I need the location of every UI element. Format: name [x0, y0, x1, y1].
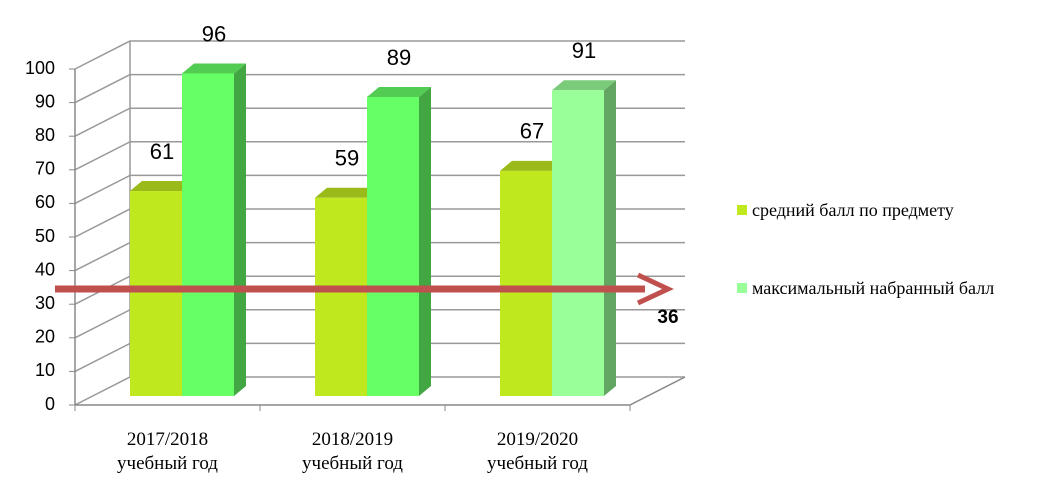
value-label: 96	[202, 21, 226, 46]
bar-top	[182, 63, 246, 74]
bar-top	[500, 160, 564, 171]
bar-top	[367, 86, 431, 97]
y-tick-label: 0	[45, 394, 55, 414]
legend-label: максимальный набранный балл	[752, 278, 995, 298]
value-label: 91	[572, 38, 596, 63]
bar	[367, 96, 419, 397]
y-tick-label: 20	[35, 327, 55, 347]
y-tick-label: 80	[35, 125, 55, 145]
bar	[500, 170, 552, 396]
x-tick-label: 2018/2019 учебный год	[302, 429, 403, 474]
x-tick-label: 2017/2018 учебный год	[117, 429, 218, 474]
x-tick-label: 2019/2020 учебный год	[487, 429, 588, 474]
value-label: 67	[520, 119, 544, 144]
bar	[552, 90, 604, 397]
legend-swatch	[737, 205, 747, 215]
bar-side	[234, 63, 246, 396]
y-tick-label: 50	[35, 226, 55, 246]
bar-side	[604, 80, 616, 397]
legend-swatch	[737, 283, 747, 293]
bar	[130, 191, 182, 396]
y-tick-label: 100	[25, 58, 55, 78]
y-tick-label: 10	[35, 360, 55, 380]
y-tick-label: 40	[35, 259, 55, 279]
bar-side	[419, 86, 431, 397]
threshold-arrowhead	[636, 272, 674, 306]
y-tick-label: 70	[35, 159, 55, 179]
bar	[182, 73, 234, 396]
value-label: 61	[150, 139, 174, 164]
bar-top	[552, 80, 616, 91]
y-tick-label: 30	[35, 293, 55, 313]
legend-label: средний балл по предмету	[752, 200, 954, 220]
y-tick-label: 90	[35, 91, 55, 111]
bar-top	[130, 181, 194, 192]
bar	[315, 197, 367, 396]
bar-top	[315, 187, 379, 198]
value-label: 59	[335, 146, 359, 171]
threshold-label: 36	[657, 307, 678, 328]
y-tick-label: 60	[35, 192, 55, 212]
value-label: 89	[387, 45, 411, 70]
